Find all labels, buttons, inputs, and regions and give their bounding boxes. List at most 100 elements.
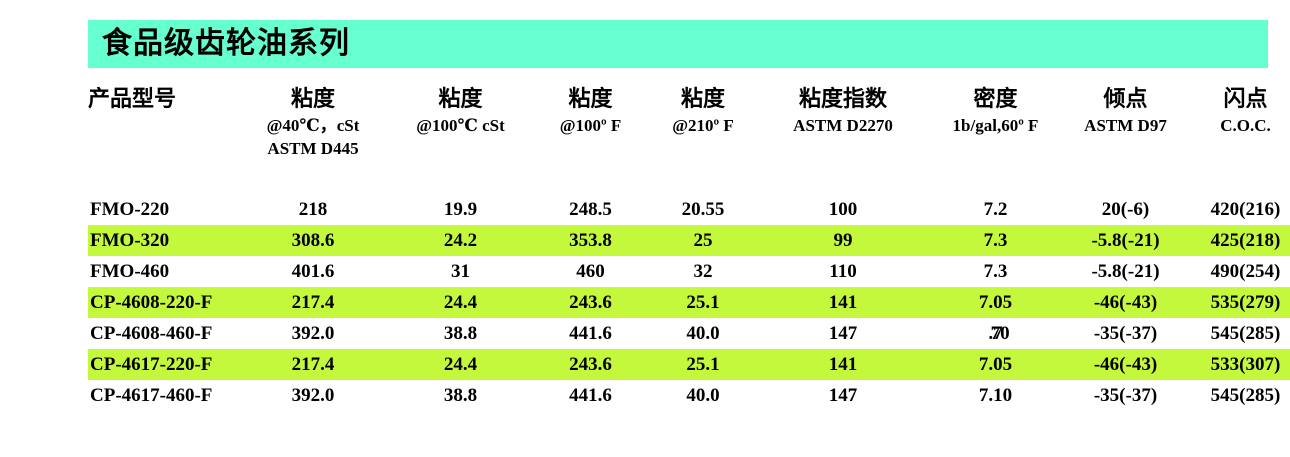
column-header-standard: ASTM D445 <box>267 138 359 158</box>
cell-flash-point: 545(285) <box>1188 318 1290 349</box>
cell-density: 7.10 <box>928 380 1063 411</box>
cell-product-model: CP-4608-220-F <box>88 287 238 318</box>
column-header-viscosity-40c: 粘度 @40℃，cSt ASTM D445 <box>238 86 388 194</box>
column-header-product-model: 产品型号 <box>88 86 238 194</box>
cell-density: 7.05 <box>928 349 1063 380</box>
column-header-pour-point: 倾点 ASTM D97 <box>1063 86 1188 194</box>
cell-viscosity-210f: 32 <box>648 256 758 287</box>
cell-flash-point: 490(254) <box>1188 256 1290 287</box>
cell-flash-point: 545(285) <box>1188 380 1290 411</box>
column-header-sub: ASTM D2270 <box>793 115 893 135</box>
cell-viscosity-100c: 31 <box>388 256 533 287</box>
cell-density: 7.2 <box>928 194 1063 225</box>
page-title: 食品级齿轮油系列 <box>102 27 350 60</box>
column-header-sub: C.O.C. <box>1220 115 1271 135</box>
cell-viscosity-100f: 353.8 <box>533 225 648 256</box>
table-row: CP-4608-460-F 392.0 38.8 441.6 40.0 147 .7 70 -3… <box>88 318 1290 349</box>
cell-viscosity-100f: 248.5 <box>533 194 648 225</box>
table-row: CP-4617-220-F 217.4 24.4 243.6 25.1 141 7.05 -4… <box>88 349 1290 380</box>
column-header-viscosity-index: 粘度指数 ASTM D2270 <box>758 86 928 194</box>
cell-viscosity-100c: 24.4 <box>388 349 533 380</box>
column-header-main: 粘度 <box>290 86 335 111</box>
cell-viscosity-100c: 19.9 <box>388 194 533 225</box>
cell-viscosity-100f: 441.6 <box>533 380 648 411</box>
cell-viscosity-100c: 24.4 <box>388 287 533 318</box>
column-header-main: 粘度 <box>568 86 613 111</box>
cell-flash-point: 535(279) <box>1188 287 1290 318</box>
overlapping-glyph: .7 70 <box>988 323 1010 344</box>
spec-table: 产品型号 粘度 @40℃，cSt ASTM D445 粘度 @100℃ cSt … <box>88 86 1290 411</box>
spec-table-container: 产品型号 粘度 @40℃，cSt ASTM D445 粘度 @100℃ cSt … <box>88 86 1290 411</box>
cell-pour-point: -35(-37) <box>1063 380 1188 411</box>
table-body: FMO-220 218 19.9 248.5 20.55 100 7.2 20(-6) 420(… <box>88 194 1290 411</box>
cell-viscosity-100c: 38.8 <box>388 380 533 411</box>
table-row: CP-4608-220-F 217.4 24.4 243.6 25.1 141 7.05 -4… <box>88 287 1290 318</box>
table-header: 产品型号 粘度 @40℃，cSt ASTM D445 粘度 @100℃ cSt … <box>88 86 1290 194</box>
column-header-sub: @40℃，cSt <box>266 115 360 135</box>
cell-viscosity-40c: 392.0 <box>238 318 388 349</box>
cell-flash-point: 533(307) <box>1188 349 1290 380</box>
table-row: CP-4617-460-F 392.0 38.8 441.6 40.0 147 7.10 -3… <box>88 380 1290 411</box>
cell-viscosity-100f: 243.6 <box>533 287 648 318</box>
cell-product-model: FMO-220 <box>88 194 238 225</box>
table-row: FMO-460 401.6 31 460 32 110 7.3 -5.8(-21) 490(25… <box>88 256 1290 287</box>
cell-pour-point: -46(-43) <box>1063 349 1188 380</box>
cell-pour-point: -5.8(-21) <box>1063 225 1188 256</box>
column-header-density: 密度 1b/gal,60º F <box>928 86 1063 194</box>
cell-viscosity-100c: 38.8 <box>388 318 533 349</box>
cell-viscosity-index: 141 <box>758 349 928 380</box>
column-header-main: 倾点 <box>1103 86 1148 111</box>
cell-flash-point: 420(216) <box>1188 194 1290 225</box>
cell-viscosity-index: 147 <box>758 380 928 411</box>
cell-density: 7.3 <box>928 256 1063 287</box>
cell-flash-point: 425(218) <box>1188 225 1290 256</box>
column-header-sub: ASTM D97 <box>1084 115 1167 135</box>
table-row: FMO-220 218 19.9 248.5 20.55 100 7.2 20(-6) 420(… <box>88 194 1290 225</box>
cell-product-model: FMO-320 <box>88 225 238 256</box>
cell-viscosity-100f: 441.6 <box>533 318 648 349</box>
column-header-main: 粘度 <box>680 86 725 111</box>
cell-viscosity-40c: 217.4 <box>238 349 388 380</box>
column-header-sub: @210º F <box>672 115 734 135</box>
cell-viscosity-index: 110 <box>758 256 928 287</box>
cell-product-model: FMO-460 <box>88 256 238 287</box>
cell-density: .7 70 <box>928 318 1063 349</box>
cell-density: 7.3 <box>928 225 1063 256</box>
cell-pour-point: 20(-6) <box>1063 194 1188 225</box>
column-header-main: 产品型号 <box>88 86 177 111</box>
cell-viscosity-100f: 243.6 <box>533 349 648 380</box>
cell-pour-point: -5.8(-21) <box>1063 256 1188 287</box>
cell-viscosity-40c: 308.6 <box>238 225 388 256</box>
cell-viscosity-index: 141 <box>758 287 928 318</box>
cell-pour-point: -46(-43) <box>1063 287 1188 318</box>
table-row: FMO-320 308.6 24.2 353.8 25 99 7.3 -5.8(-21) 425… <box>88 225 1290 256</box>
cell-product-model: CP-4617-460-F <box>88 380 238 411</box>
column-header-flash-point: 闪点 C.O.C. <box>1188 86 1290 194</box>
cell-viscosity-40c: 392.0 <box>238 380 388 411</box>
column-header-main: 粘度指数 <box>798 86 887 111</box>
cell-viscosity-210f: 40.0 <box>648 380 758 411</box>
cell-product-model: CP-4617-220-F <box>88 349 238 380</box>
cell-viscosity-210f: 25.1 <box>648 287 758 318</box>
cell-viscosity-index: 100 <box>758 194 928 225</box>
cell-density: 7.05 <box>928 287 1063 318</box>
cell-viscosity-210f: 40.0 <box>648 318 758 349</box>
column-header-viscosity-100c: 粘度 @100℃ cSt <box>388 86 533 194</box>
column-header-main: 粘度 <box>438 86 483 111</box>
cell-viscosity-210f: 25.1 <box>648 349 758 380</box>
column-header-sub: @100℃ cSt <box>416 115 505 135</box>
cell-viscosity-210f: 25 <box>648 225 758 256</box>
cell-pour-point: -35(-37) <box>1063 318 1188 349</box>
column-header-viscosity-210f: 粘度 @210º F <box>648 86 758 194</box>
cell-viscosity-40c: 217.4 <box>238 287 388 318</box>
cell-viscosity-100f: 460 <box>533 256 648 287</box>
cell-viscosity-index: 99 <box>758 225 928 256</box>
cell-viscosity-100c: 24.2 <box>388 225 533 256</box>
column-header-sub: @100º F <box>559 115 622 135</box>
cell-viscosity-index: 147 <box>758 318 928 349</box>
cell-viscosity-40c: 401.6 <box>238 256 388 287</box>
cell-viscosity-210f: 20.55 <box>648 194 758 225</box>
header-row: 产品型号 粘度 @40℃，cSt ASTM D445 粘度 @100℃ cSt … <box>88 86 1290 194</box>
column-header-sub: 1b/gal,60º F <box>952 115 1039 135</box>
